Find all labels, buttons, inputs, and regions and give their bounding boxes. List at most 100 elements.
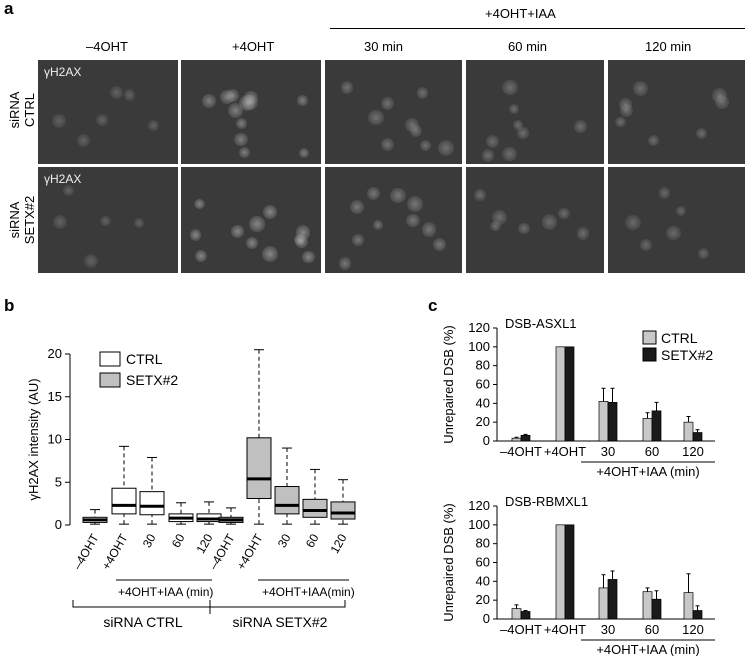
x-tick-label: +4OHT (544, 622, 586, 637)
nucleus (245, 237, 259, 250)
col-label-minus-4oht: –4OHT (86, 39, 128, 54)
nucleus (202, 94, 217, 109)
micrograph-tile (608, 60, 745, 164)
nucleus (234, 132, 248, 147)
nucleus (249, 216, 265, 232)
micrograph-tile: γH2AX (38, 60, 178, 164)
nucleus (481, 149, 495, 162)
bar (520, 611, 531, 620)
bar (683, 421, 694, 442)
gamma-h2ax-tag: γH2AX (44, 172, 82, 186)
nucleus (640, 239, 653, 252)
nucleus (349, 199, 364, 214)
nucleus (53, 214, 68, 229)
nucleus (52, 113, 67, 128)
nucleus (297, 95, 308, 106)
nucleus (658, 187, 670, 199)
nucleus (236, 117, 248, 129)
panel-a-group-header: +4OHT+IAA (485, 6, 556, 21)
y-tick-label: 120 (468, 498, 490, 513)
nucleus (390, 187, 406, 204)
nucleus (381, 138, 395, 152)
x-tick-label: 30 (601, 622, 615, 637)
nucleus (381, 97, 395, 110)
group-label-setx: siRNA SETX#2 (233, 614, 328, 630)
y-tick-label: 100 (468, 517, 490, 532)
nucleus (407, 196, 424, 213)
nucleus (194, 198, 205, 210)
bar (598, 587, 609, 620)
nucleus (295, 225, 311, 241)
x-tick-label: 30 (275, 531, 294, 550)
nucleus (219, 90, 234, 105)
legend-swatch-ctrl (99, 351, 121, 367)
bar (520, 435, 531, 442)
nucleus (619, 98, 633, 112)
y-tick-label: 120 (468, 320, 490, 335)
nucleus (406, 213, 420, 228)
nucleus (244, 90, 258, 105)
nucleus (490, 220, 501, 232)
y-axis-title: γH2AX intensity (AU) (26, 378, 41, 500)
nucleus (133, 218, 144, 229)
box (139, 491, 165, 516)
y-tick-label: 40 (476, 573, 490, 588)
nucleus (228, 103, 243, 118)
nucleus (100, 215, 111, 227)
nucleus (492, 210, 508, 226)
bar (555, 524, 566, 620)
x-tick-label: 120 (327, 531, 349, 556)
bar (555, 346, 566, 442)
bar (511, 437, 522, 442)
bar (607, 402, 618, 442)
nucleus (123, 89, 136, 101)
col-label-plus-4oht: +4OHT (232, 39, 275, 54)
nucleus (62, 185, 74, 196)
nucleus (625, 214, 641, 231)
y-tick-label: 5 (55, 474, 62, 489)
box (274, 486, 300, 515)
nucleus (373, 219, 384, 230)
nucleus (576, 227, 589, 240)
nucleus (620, 103, 634, 117)
nucleus (189, 229, 202, 242)
nucleus (509, 103, 520, 114)
nucleus (573, 120, 587, 134)
row-label-siRNA-setx2: siRNA SETX#2 (7, 195, 37, 245)
x-tick-label: +4OHT (234, 531, 266, 572)
legend-label-setx: SETX#2 (661, 347, 713, 363)
nucleus (518, 222, 530, 235)
y-tick-label: 60 (476, 555, 490, 570)
gamma-h2ax-tag: γH2AX (44, 65, 82, 79)
nucleus (368, 109, 384, 126)
y-axis-title: Unrepaired DSB (%) (441, 503, 456, 622)
x-tick-label: 60 (169, 531, 188, 550)
y-tick-label: 100 (468, 339, 490, 354)
bar (642, 591, 653, 620)
x-tick-label: 60 (645, 622, 659, 637)
box (246, 437, 272, 499)
row-label-siRNA-ctrl: siRNA CTRL (7, 91, 37, 129)
micrograph-tile (325, 60, 462, 164)
nucleus (225, 89, 239, 103)
y-tick-label: 80 (476, 536, 490, 551)
x-tick-label: 60 (303, 531, 322, 550)
y-tick-label: 20 (48, 346, 62, 361)
nucleus (474, 189, 487, 202)
y-tick-label: 0 (55, 517, 62, 532)
x-tick-label: –4OHT (500, 444, 542, 459)
panel-a-group-line (330, 28, 745, 29)
micrograph-tile (325, 167, 462, 273)
nucleus (513, 120, 524, 131)
col-label-30min: 30 min (364, 39, 404, 54)
nucleus (77, 134, 90, 147)
bar-charts-unrepaired-dsb: 0 20 40 60 80 100 120 Unrepaired DSB (%) DSB-ASX… (441, 316, 715, 656)
x-tick-label: +4OHT (99, 531, 131, 572)
x-tick-label: +4OHT (544, 444, 586, 459)
box (302, 498, 328, 518)
bar (598, 401, 609, 442)
nucleus (83, 253, 98, 269)
y-tick-label: 0 (483, 433, 490, 448)
nucleus (675, 205, 686, 216)
